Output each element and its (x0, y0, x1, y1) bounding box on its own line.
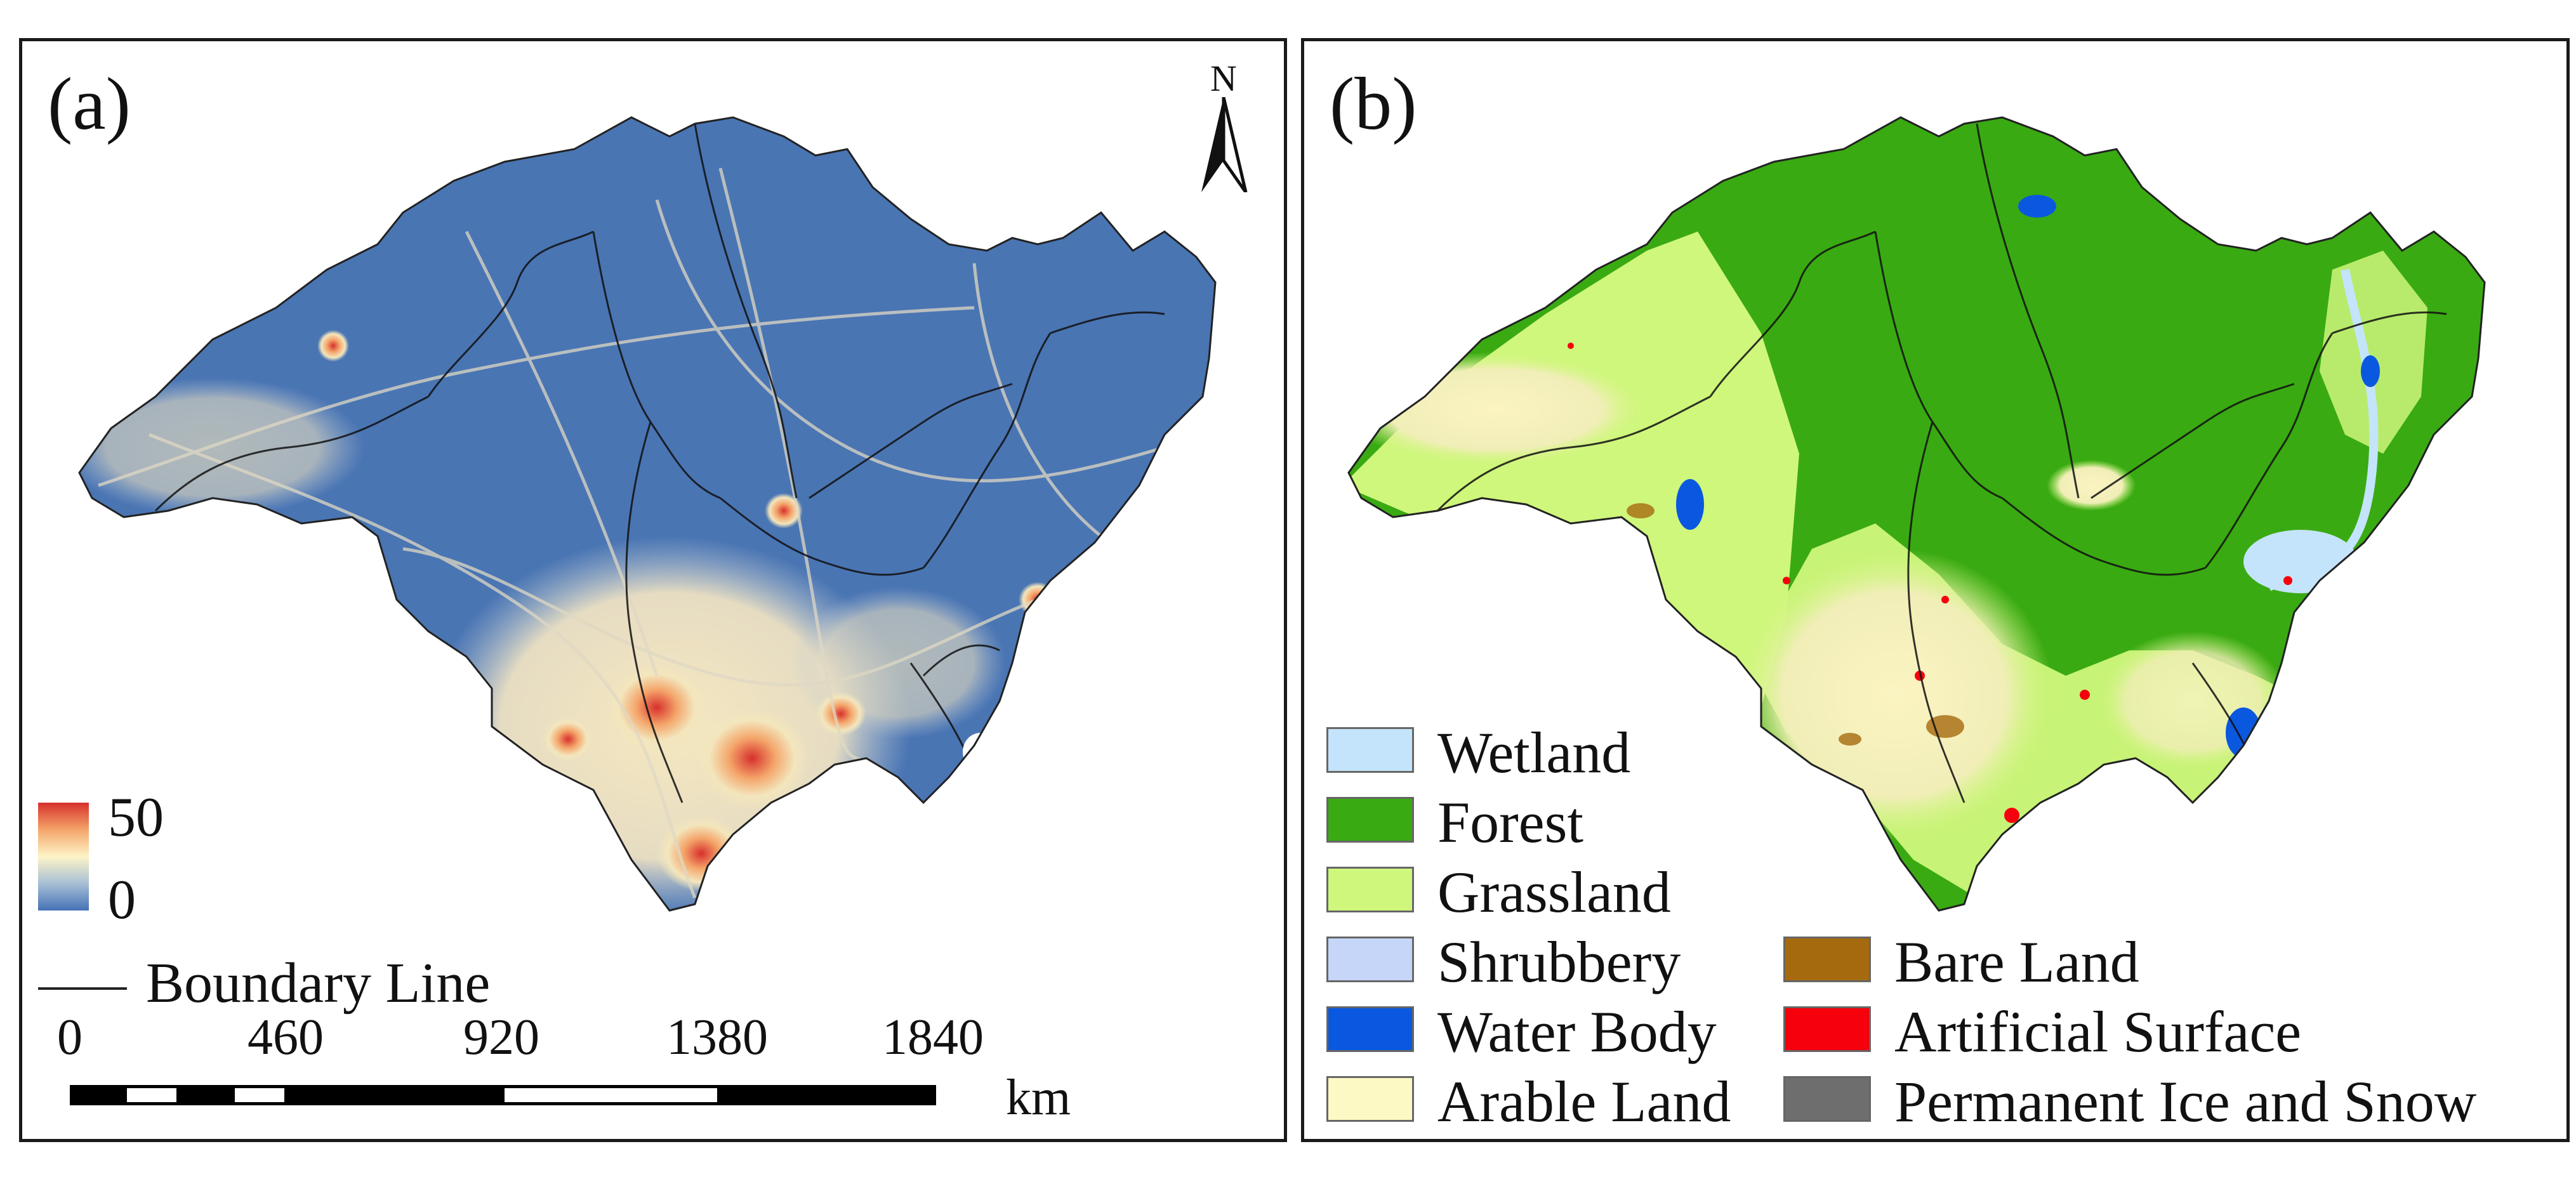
scale-seg (501, 1085, 720, 1105)
panel-a-density-map: (a) N 50 0 Boundary Line 0 460 920 1380 … (19, 38, 1287, 1142)
legend-swatch (1326, 1006, 1414, 1052)
legend-label: Permanent Ice and Snow (1894, 1069, 2477, 1134)
scale-seg (178, 1085, 234, 1105)
legend-swatch (1326, 1076, 1414, 1122)
legend-swatch (1326, 937, 1414, 982)
scale-tick-460: 460 (248, 1009, 324, 1065)
north-arrow-icon (1201, 96, 1248, 194)
legend-swatch (1326, 867, 1414, 912)
legend-swatch (1783, 937, 1871, 982)
scale-seg (232, 1085, 287, 1105)
ramp-max-label: 50 (108, 787, 164, 848)
scale-bar: 0 460 920 1380 1840 km (48, 1009, 1253, 1126)
scale-seg (286, 1085, 505, 1105)
legend-swatch (1326, 797, 1414, 843)
legend-label: Water Body (1437, 999, 1717, 1064)
color-ramp (38, 803, 89, 911)
panel-a-label: (a) (48, 62, 131, 145)
legend-swatch (1783, 1076, 1871, 1122)
scale-tick-0: 0 (57, 1009, 83, 1065)
boundary-line-swatch (38, 987, 127, 990)
scale-tick-1840: 1840 (882, 1009, 984, 1065)
scale-tick-920: 920 (463, 1009, 539, 1065)
north-arrow: N (1189, 60, 1258, 200)
legend-swatch (1783, 1006, 1871, 1052)
scale-seg (717, 1085, 936, 1105)
legend-label: Artificial Surface (1894, 999, 2302, 1064)
scale-unit: km (1006, 1070, 1071, 1126)
legend-swatch (1326, 727, 1414, 773)
legend-label: Shrubbery (1437, 930, 1681, 994)
legend-label: Bare Land (1894, 930, 2139, 994)
scale-seg (70, 1085, 126, 1105)
boundary-legend: Boundary Line (38, 955, 490, 1012)
map-b-svg (1347, 116, 2486, 912)
boundary-legend-label: Boundary Line (146, 952, 491, 1015)
legend-label: Wetland (1437, 720, 1631, 785)
legend-label: Grassland (1437, 860, 1671, 924)
map-a-svg (78, 116, 1217, 912)
north-arrow-letter: N (1210, 58, 1237, 99)
legend-label: Forest (1437, 790, 1583, 855)
panel-b-landcover-map: (b) Wetland Forest Grassland Shrubbery W… (1301, 38, 2570, 1142)
panel-b-label: (b) (1330, 62, 1417, 145)
legend-label: Arable Land (1437, 1069, 1731, 1134)
ramp-min-label: 0 (108, 869, 136, 931)
scale-seg (124, 1085, 180, 1105)
scale-tick-1380: 1380 (666, 1009, 768, 1065)
